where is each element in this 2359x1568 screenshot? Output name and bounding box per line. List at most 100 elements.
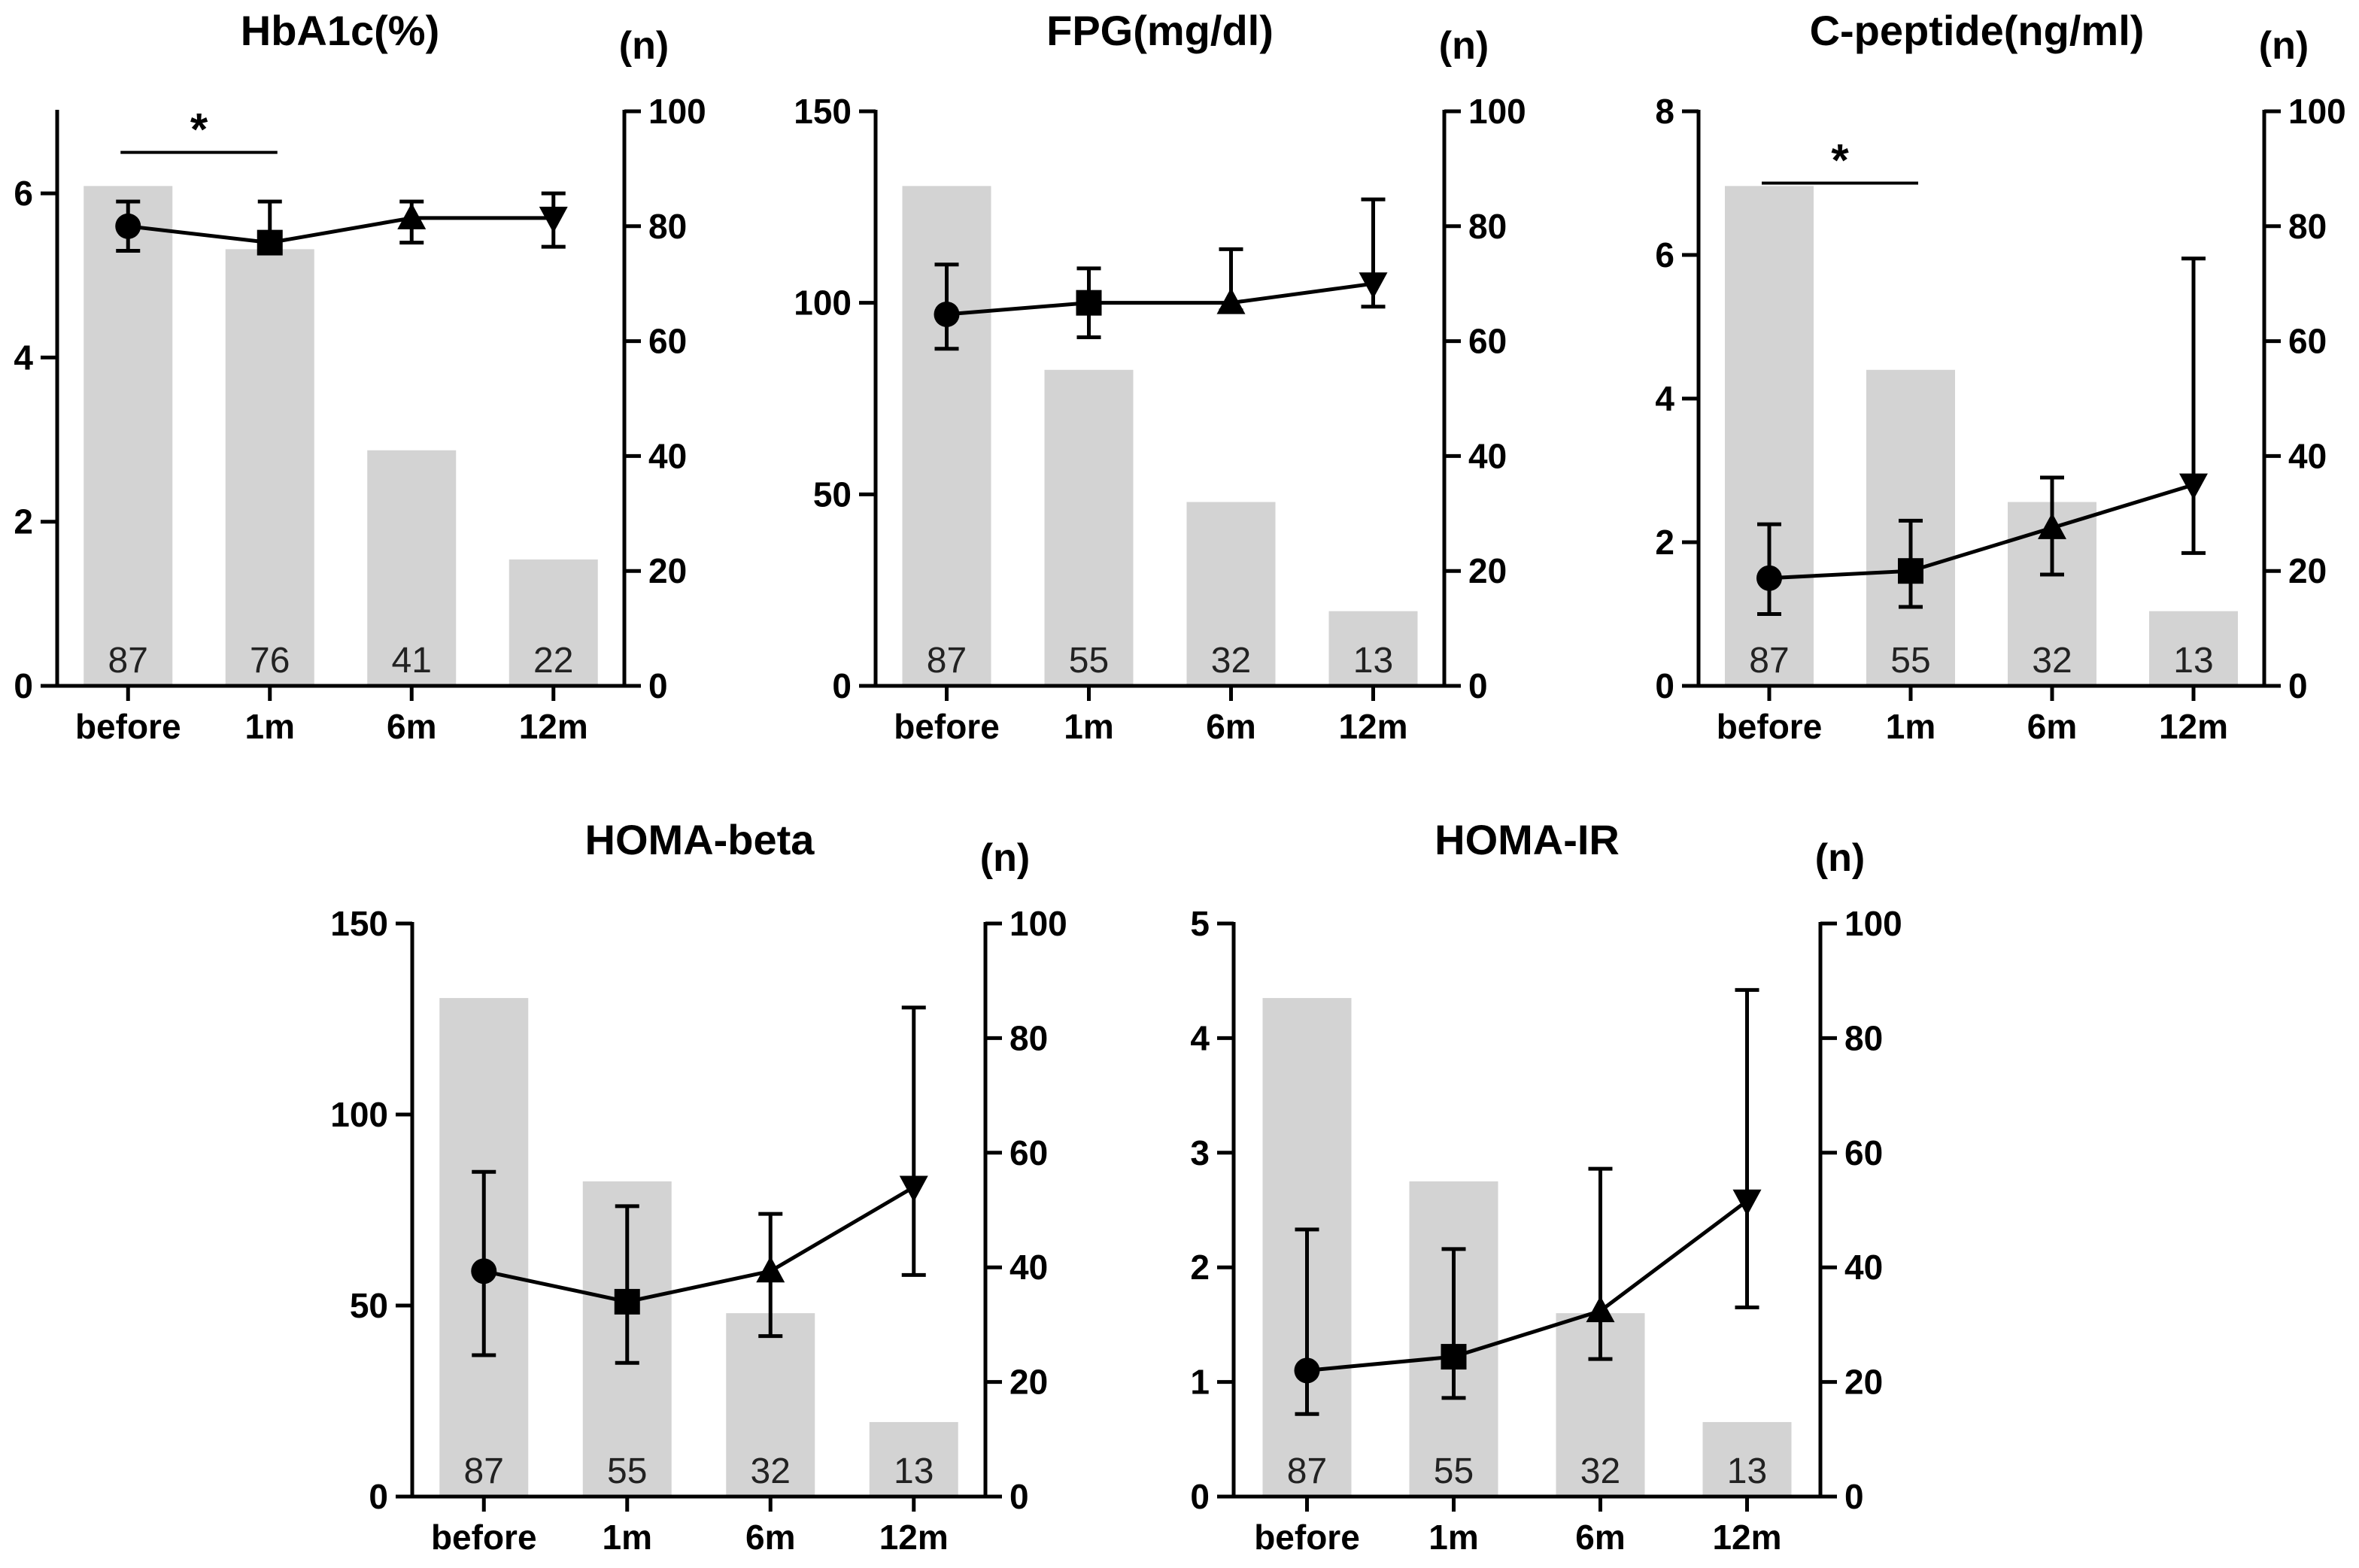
data-point xyxy=(2038,512,2066,539)
left-tick-label: 3 xyxy=(1190,1133,1210,1172)
left-tick-label: 0 xyxy=(369,1477,388,1516)
x-category-label: before xyxy=(431,1518,537,1557)
series-line xyxy=(946,281,1374,317)
left-tick-label: 100 xyxy=(330,1095,388,1134)
data-point xyxy=(1359,272,1388,299)
right-axis-label: (n) xyxy=(619,24,669,68)
right-tick-label: 60 xyxy=(1844,1133,1883,1172)
left-tick-label: 1 xyxy=(1190,1363,1210,1402)
right-tick-label: 0 xyxy=(1844,1477,1864,1516)
left-tick-label: 4 xyxy=(1655,379,1674,418)
right-axis-label: (n) xyxy=(980,836,1030,880)
right-tick-label: 20 xyxy=(1468,551,1507,590)
right-tick-label: 80 xyxy=(1468,207,1507,246)
data-point xyxy=(1732,1189,1762,1216)
x-category-label: before xyxy=(894,707,1000,746)
right-tick-label: 80 xyxy=(1009,1018,1048,1057)
series-line xyxy=(483,1185,915,1304)
right-tick-label: 20 xyxy=(648,551,687,590)
right-tick-label: 60 xyxy=(2288,322,2327,361)
right-tick-label: 40 xyxy=(648,436,687,475)
right-tick-label: 0 xyxy=(1468,666,1488,705)
data-point xyxy=(257,229,283,256)
x-category-label: 1m xyxy=(245,707,295,746)
right-axis-label: (n) xyxy=(1815,836,1865,880)
right-tick-label: 20 xyxy=(2288,551,2327,590)
chart-panel: C-peptide(ng/ml)87 55 32 130246802040608010… xyxy=(1655,7,2345,746)
n-label: 22 xyxy=(533,641,573,681)
data-point xyxy=(614,1288,640,1315)
left-tick-label: 50 xyxy=(350,1286,388,1325)
right-tick-label: 60 xyxy=(648,322,687,361)
right-tick-label: 60 xyxy=(1009,1133,1048,1172)
n-bar xyxy=(509,559,598,686)
significance-star: * xyxy=(1831,135,1849,186)
n-bar xyxy=(225,249,314,686)
right-tick-label: 20 xyxy=(1844,1363,1883,1402)
data-point xyxy=(1076,290,1102,316)
x-category-label: 1m xyxy=(1064,707,1113,746)
n-bar xyxy=(367,450,457,686)
left-tick-label: 4 xyxy=(1190,1018,1210,1057)
n-bar xyxy=(2149,611,2238,686)
n-bar xyxy=(1186,502,1276,686)
right-tick-label: 100 xyxy=(2288,92,2346,131)
data-point xyxy=(1756,565,1782,591)
right-tick-label: 100 xyxy=(1844,904,1902,943)
x-category-label: 12m xyxy=(1712,1518,1781,1557)
n-bar xyxy=(1328,611,1418,686)
n-label: 87 xyxy=(464,1451,504,1491)
data-point xyxy=(397,202,427,229)
n-label: 55 xyxy=(607,1451,647,1491)
left-tick-label: 0 xyxy=(1190,1477,1210,1516)
x-category-label: 12m xyxy=(519,707,588,746)
x-category-label: 12m xyxy=(879,1518,949,1557)
right-tick-label: 80 xyxy=(1844,1018,1883,1057)
series-line xyxy=(127,216,554,245)
chart-title: HOMA-beta xyxy=(585,816,815,863)
n-label: 87 xyxy=(1749,641,1789,681)
right-tick-label: 80 xyxy=(2288,207,2327,246)
chart-panel: HOMA-beta 87 55 32 13 0 50 100 150 0 20 40 60 80 100 (n… xyxy=(330,816,1067,1557)
n-bar xyxy=(1702,1421,1792,1497)
x-category-label: 1m xyxy=(1886,707,1935,746)
chart-panel: HbA1c(%)87 76 41 220246020406080100(n)befor… xyxy=(14,7,706,746)
chart-panel: FPG(mg/dl) 87 55 32 13 0 50 100 150 0 20 40 60 80 100 (… xyxy=(794,7,1526,746)
right-tick-label: 60 xyxy=(1468,322,1507,361)
right-tick-label: 100 xyxy=(1009,904,1067,943)
right-tick-label: 40 xyxy=(2288,436,2327,475)
chart-title: FPG(mg/dl) xyxy=(1046,7,1274,54)
left-tick-label: 6 xyxy=(14,174,33,213)
right-tick-label: 40 xyxy=(1009,1248,1048,1287)
left-tick-label: 0 xyxy=(14,666,33,705)
series-line xyxy=(1768,483,2194,581)
chart-title: C-peptide(ng/ml) xyxy=(1810,7,2145,54)
right-tick-label: 0 xyxy=(648,666,668,705)
x-category-label: 6m xyxy=(745,1518,795,1557)
n-label: 76 xyxy=(250,641,290,681)
n-label: 87 xyxy=(927,641,967,681)
data-point xyxy=(2179,473,2208,500)
x-category-label: 6m xyxy=(1575,1518,1625,1557)
n-label: 41 xyxy=(392,641,432,681)
n-bar xyxy=(902,186,991,686)
left-tick-label: 8 xyxy=(1655,92,1674,131)
x-category-label: before xyxy=(1717,707,1823,746)
data-point xyxy=(1586,1296,1615,1323)
n-label: 13 xyxy=(1353,641,1393,681)
left-tick-label: 50 xyxy=(813,475,852,514)
right-tick-label: 0 xyxy=(2288,666,2308,705)
data-point xyxy=(934,301,960,327)
x-category-label: 6m xyxy=(387,707,436,746)
x-category-label: 1m xyxy=(603,1518,652,1557)
n-label: 13 xyxy=(1727,1451,1767,1491)
right-tick-label: 100 xyxy=(648,92,706,131)
right-tick-label: 40 xyxy=(1844,1248,1883,1287)
n-bar xyxy=(83,186,173,686)
n-label: 32 xyxy=(1580,1451,1620,1491)
data-point xyxy=(115,213,141,239)
left-tick-label: 2 xyxy=(1655,523,1674,562)
left-tick-label: 2 xyxy=(1190,1248,1210,1287)
